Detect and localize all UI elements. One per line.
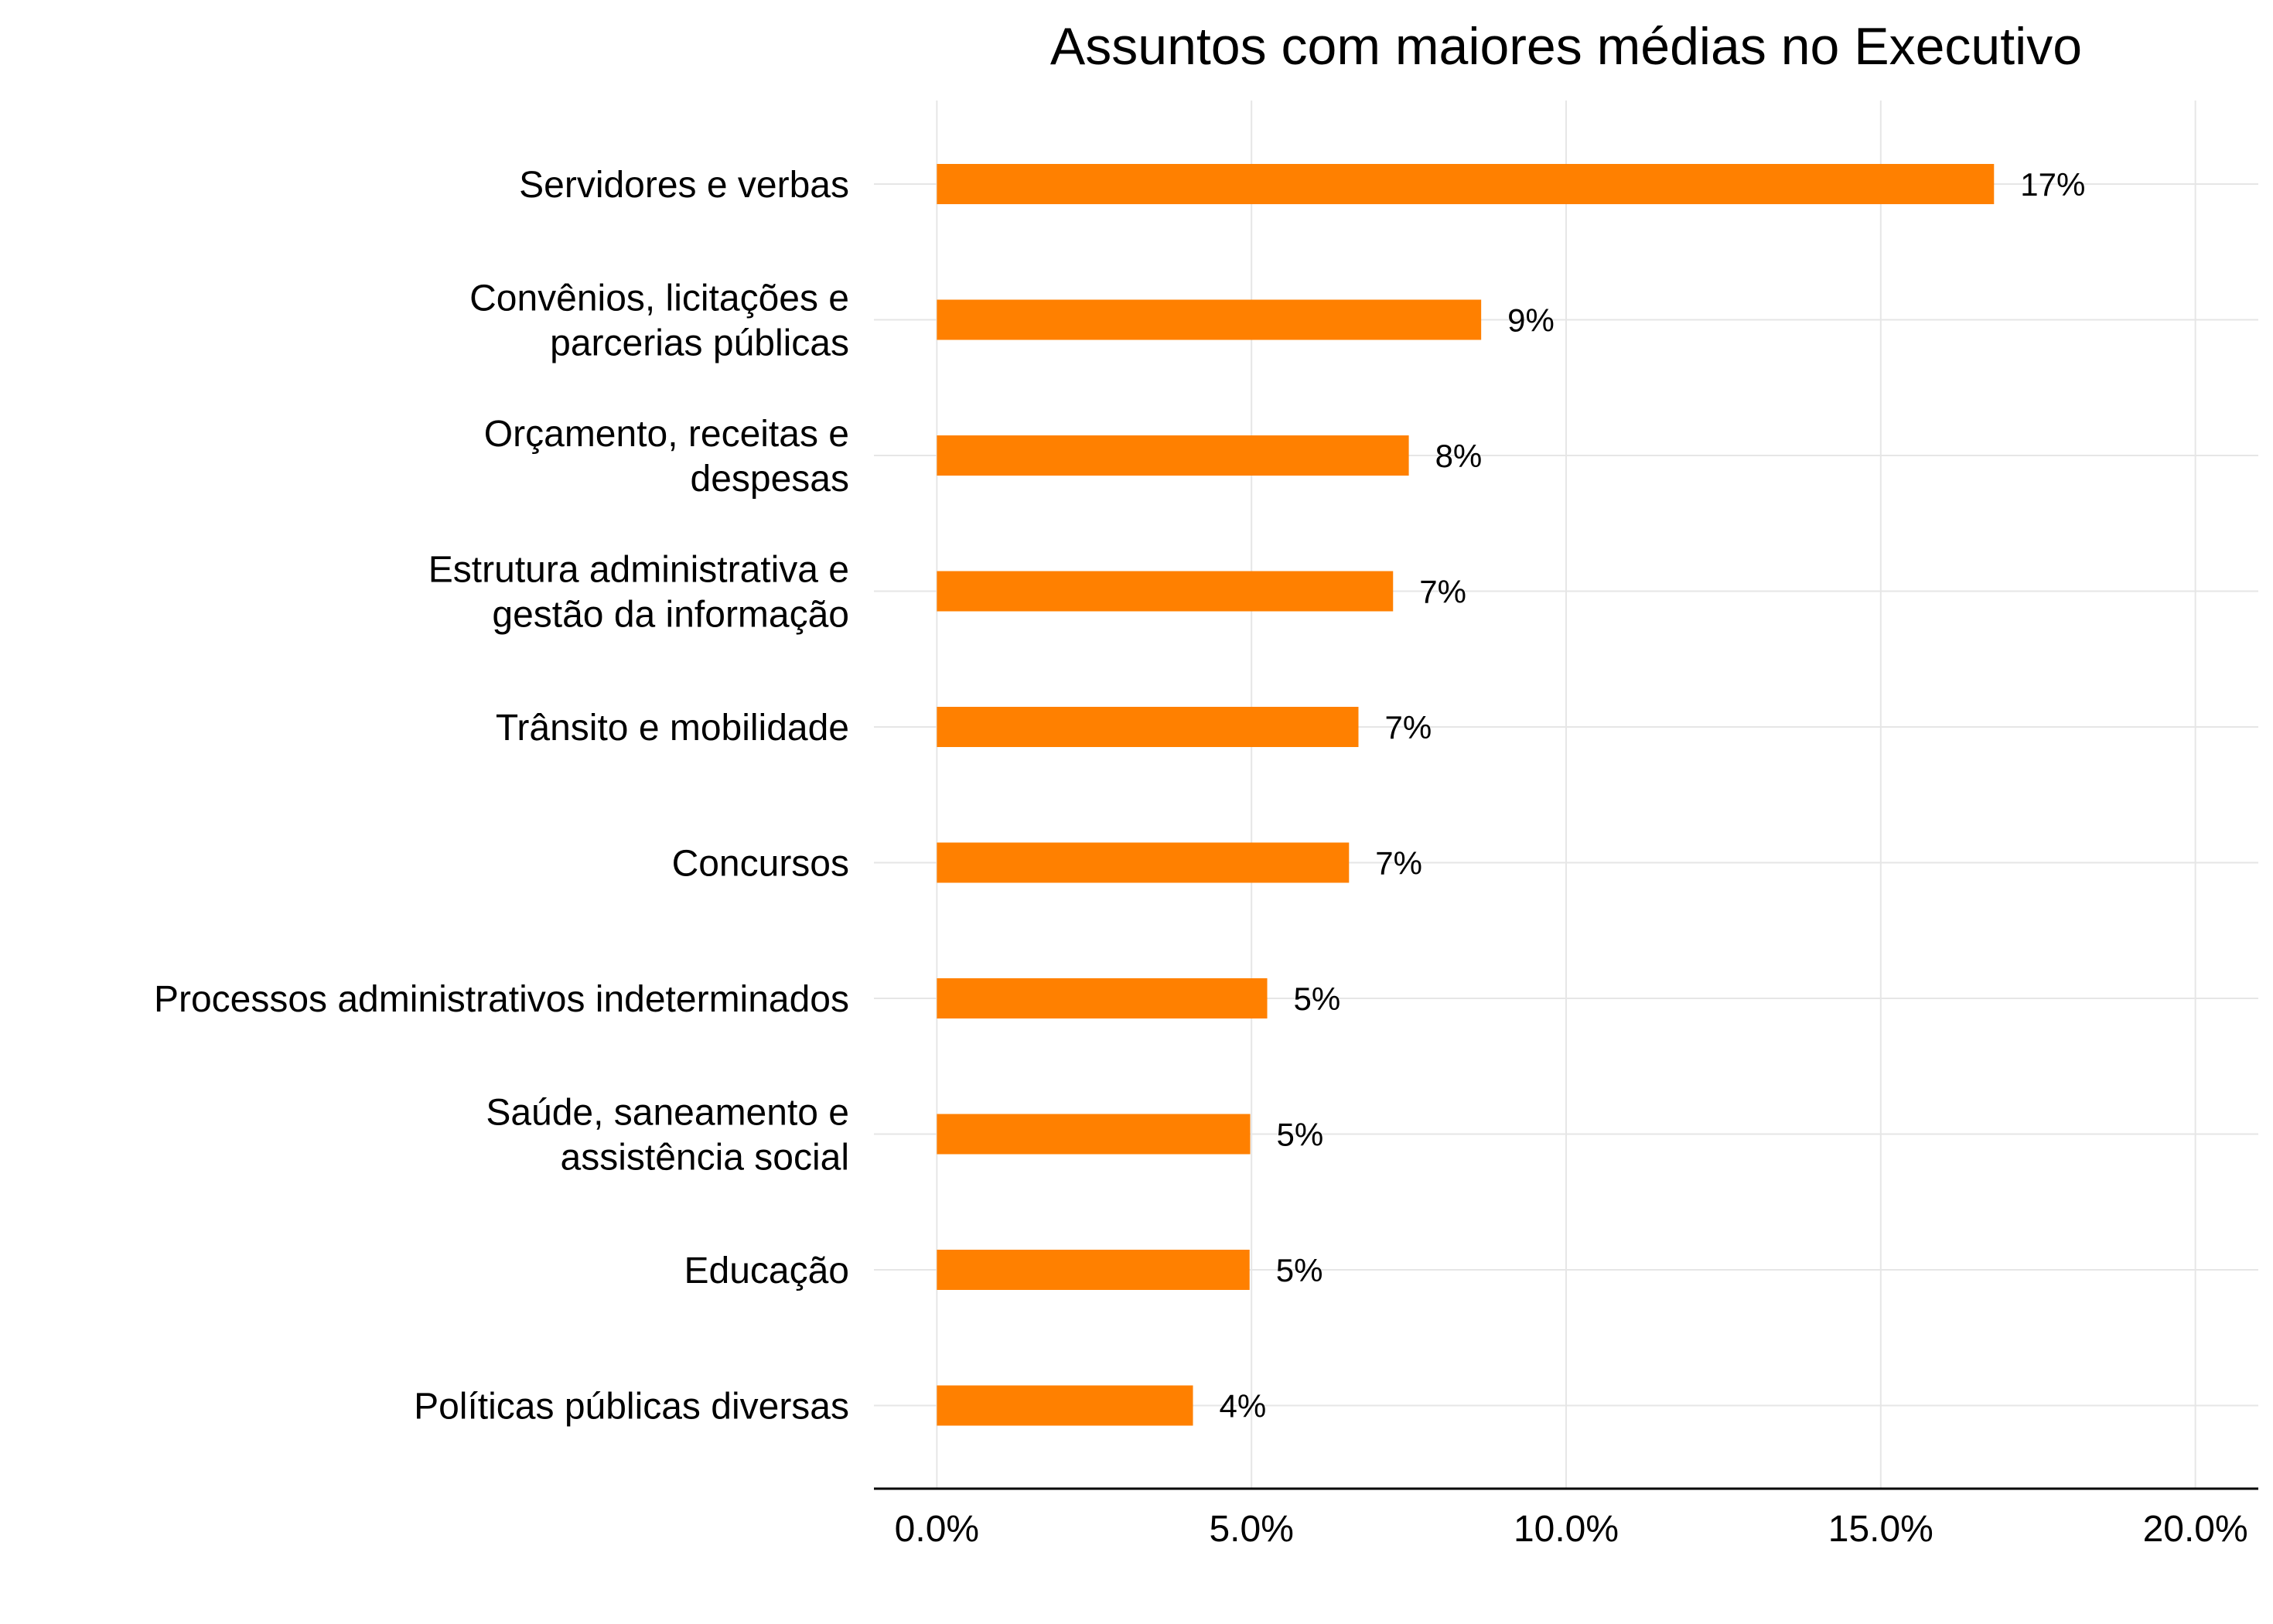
data-labels: 17% 9% 8% 7% 7% 7% 5% 5% 5% 4% xyxy=(1220,166,2086,1424)
bar-value-label: 17% xyxy=(2020,166,2085,203)
category-label: Educação xyxy=(684,1250,850,1291)
bar xyxy=(937,299,1482,340)
bar xyxy=(937,978,1268,1018)
bar xyxy=(937,1385,1193,1426)
bar xyxy=(937,164,1995,204)
category-label-line: Orçamento, receitas e xyxy=(484,414,849,455)
bar-value-label: 5% xyxy=(1294,981,1341,1017)
bar-value-label: 8% xyxy=(1435,438,1483,474)
bar xyxy=(937,1114,1251,1155)
x-tick-label: 10.0% xyxy=(1514,1509,1619,1550)
bar xyxy=(937,842,1350,883)
category-label: Políticas públicas diversas xyxy=(414,1387,849,1428)
category-label: Saúde, saneamento e assistência social xyxy=(486,1093,849,1179)
category-label: Processos administrativos indeterminados xyxy=(154,979,849,1020)
category-label-line: Educação xyxy=(684,1250,850,1291)
x-tick-labels: 0.0% 5.0% 10.0% 15.0% 20.0% xyxy=(895,1509,2248,1550)
category-label: Servidores e verbas xyxy=(519,165,849,206)
bar xyxy=(937,1250,1250,1290)
x-tick-label: 20.0% xyxy=(2143,1509,2248,1550)
category-label-line: Trânsito e mobilidade xyxy=(496,708,849,749)
bar xyxy=(937,571,1394,612)
category-label-line: Concursos xyxy=(672,844,849,885)
bar xyxy=(937,707,1359,747)
category-label: Trânsito e mobilidade xyxy=(496,708,849,749)
bar-value-label: 7% xyxy=(1385,709,1432,745)
category-label: Orçamento, receitas e despesas xyxy=(484,414,849,500)
bar xyxy=(937,435,1409,476)
category-label-line: Estrutura administrativa e xyxy=(428,550,849,591)
bar-value-label: 7% xyxy=(1419,574,1466,610)
x-tick-label: 5.0% xyxy=(1209,1509,1293,1550)
category-label-line: despesas xyxy=(691,459,849,500)
bar-value-label: 5% xyxy=(1276,1252,1323,1288)
chart-title: Assuntos com maiores médias no Executivo xyxy=(1050,17,2082,76)
bar-value-label: 9% xyxy=(1507,302,1555,339)
category-labels: Servidores e verbas Convênios, licitações… xyxy=(154,165,849,1428)
x-tick-label: 15.0% xyxy=(1828,1509,1933,1550)
bars xyxy=(937,164,1995,1426)
bar-value-label: 7% xyxy=(1375,845,1422,882)
category-label-line: Saúde, saneamento e xyxy=(486,1093,849,1134)
category-label: Concursos xyxy=(672,844,849,885)
bar-value-label: 4% xyxy=(1220,1388,1267,1424)
category-label-line: Processos administrativos indeterminados xyxy=(154,979,849,1020)
category-label: Estrutura administrativa e gestão da info… xyxy=(428,550,849,636)
category-label: Convênios, licitações e parcerias pública… xyxy=(469,278,849,364)
category-label-line: assistência social xyxy=(561,1138,850,1179)
category-label-line: gestão da informação xyxy=(492,595,849,636)
bar-value-label: 5% xyxy=(1277,1117,1324,1153)
category-label-line: Servidores e verbas xyxy=(519,165,849,206)
category-label-line: Políticas públicas diversas xyxy=(414,1387,849,1428)
category-label-line: Convênios, licitações e xyxy=(469,278,849,319)
x-tick-label: 0.0% xyxy=(895,1509,979,1550)
category-label-line: parcerias públicas xyxy=(550,323,849,364)
